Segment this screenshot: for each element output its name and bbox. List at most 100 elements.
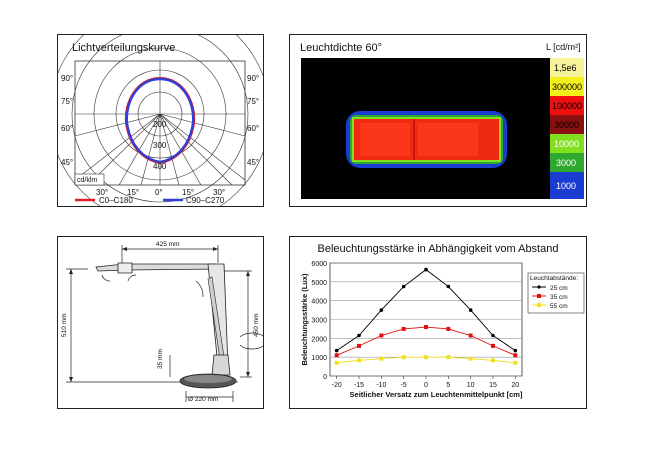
data-point — [424, 325, 428, 330]
scale-label: 1000 — [556, 181, 576, 191]
right-angle-label: 75° — [247, 97, 259, 106]
right-height-dimension: 450 mm — [253, 314, 260, 337]
data-point — [401, 326, 406, 331]
x-tick-label: 20 — [511, 382, 519, 389]
right-angle-label: 60° — [247, 124, 259, 133]
y-tick-label: 3000 — [311, 318, 327, 325]
legend-c90-c270: C90–C270 — [186, 196, 225, 205]
data-point — [334, 353, 339, 358]
data-point — [490, 343, 495, 348]
scale-label: 10000 — [554, 139, 579, 149]
color-scale: 1,5e6 300000 100000 30000 10000 3000 100… — [550, 58, 584, 199]
bottom-angle-label: 30° — [96, 188, 108, 197]
data-point — [446, 326, 451, 331]
data-point — [468, 356, 473, 361]
bottom-angle-label: 15° — [182, 188, 194, 197]
data-point — [468, 308, 473, 312]
y-tick-label: 1000 — [311, 355, 327, 362]
data-point — [334, 360, 339, 365]
y-axis-label: Beleuchtungsstärke (Lux) — [300, 273, 309, 366]
polar-angle-labels: 90° 75° 60° 45° 90° 75° 60° 45° 30° 15° … — [61, 74, 259, 197]
legend-marker — [537, 294, 541, 298]
radial-label: 400 — [153, 162, 167, 171]
scale-label: 1,5e6 — [554, 63, 577, 73]
right-angle-label: 45° — [247, 158, 259, 167]
base-height-dimension: 35 mm — [157, 349, 164, 369]
data-point — [334, 348, 339, 353]
x-tick-label: 5 — [446, 382, 450, 389]
data-point — [513, 360, 518, 365]
data-point — [468, 333, 473, 338]
left-height-dimension: 510 mm — [61, 314, 68, 337]
x-tick-label: -5 — [401, 382, 407, 389]
bottom-angle-label: 15° — [127, 188, 139, 197]
base-diameter-dimension: Ø 220 mm — [188, 396, 218, 403]
legend-c0-c180: C0–C180 — [99, 196, 133, 205]
data-point — [379, 308, 384, 312]
x-tick-label: -10 — [376, 382, 386, 389]
left-angle-label: 45° — [61, 158, 73, 167]
legend-entry: 25 cm — [550, 285, 568, 292]
left-angle-label: 75° — [61, 97, 73, 106]
data-point — [446, 355, 451, 360]
lamp-dimension-drawing: 425 mm 510 mm 450 mm 35 mm Ø 220 mm — [61, 241, 263, 403]
x-axis-label: Seitlicher Versatz zum Leuchtenmittelpun… — [350, 390, 523, 399]
luminance-panel: Leuchtdichte 60° L [cd/m²] 1,5e6 300000 … — [289, 34, 587, 207]
data-point — [491, 333, 495, 338]
bottom-angle-label: 0° — [155, 188, 163, 197]
data-point — [401, 355, 406, 360]
radial-label: 300 — [153, 141, 167, 150]
radial-label: 200 — [153, 120, 167, 129]
left-angle-label: 90° — [61, 74, 73, 83]
right-angle-label: 90° — [247, 74, 259, 83]
light-distribution-title: Lichtverteilungskurve — [72, 42, 176, 54]
polar-diagram: 90° 75° 60° 45° 90° 75° 60° 45° 30° 15° … — [58, 35, 263, 206]
luminance-title: Leuchtdichte 60° — [300, 42, 383, 54]
scale-label: 30000 — [554, 120, 579, 130]
scale-label: 100000 — [552, 101, 582, 111]
dimension-panel: 425 mm 510 mm 450 mm 35 mm Ø 220 mm — [57, 236, 264, 409]
width-dimension: 425 mm — [156, 241, 179, 248]
legend-title: Leuchtabstände: — [530, 275, 578, 282]
data-point — [357, 343, 362, 348]
y-tick-label: 2000 — [311, 336, 327, 343]
data-point — [446, 284, 451, 289]
x-tick-label: 15 — [489, 382, 497, 389]
scale-label: 300000 — [552, 82, 582, 92]
data-point — [401, 284, 406, 289]
data-point — [424, 355, 428, 360]
y-tick-label: 6000 — [311, 261, 327, 268]
legend-marker — [537, 285, 541, 289]
left-angle-label: 60° — [61, 124, 73, 133]
legend-marker — [537, 303, 541, 307]
illuminance-line-chart: 0 1000 2000 3000 4000 5000 6000 -20 -15 -10 -5 0 5 10… — [300, 261, 585, 399]
x-tick-label: -20 — [332, 382, 342, 389]
illuminance-panel: Beleuchtungsstärke in Abhängigkeit vom A… — [289, 236, 587, 409]
data-point — [513, 348, 518, 353]
x-tick-label: 0 — [424, 382, 428, 389]
curve-c90-c270 — [125, 77, 195, 164]
y-tick-label: 0 — [323, 374, 327, 381]
legend-entry: 35 cm — [550, 294, 568, 301]
legend-entry: 55 cm — [550, 303, 568, 310]
luminance-heatmap: 1,5e6 300000 100000 30000 10000 3000 100… — [301, 58, 584, 199]
data-point — [490, 358, 495, 363]
y-tick-label: 5000 — [311, 280, 327, 287]
data-point — [379, 333, 384, 338]
lamp-outline — [95, 262, 237, 389]
bottom-angle-label: 30° — [213, 188, 225, 197]
x-tick-label: -15 — [354, 382, 364, 389]
light-distribution-panel: Lichtverteilungskurve 90° 75° — [57, 34, 264, 207]
luminance-unit: L [cd/m²] — [546, 42, 581, 52]
data-point — [357, 358, 362, 363]
data-point — [513, 353, 518, 358]
polar-unit-label: cd/klm — [77, 177, 97, 184]
y-tick-label: 4000 — [311, 299, 327, 306]
data-point — [379, 356, 384, 361]
x-tick-label: 10 — [467, 382, 475, 389]
polar-legend: C0–C180 C90–C270 — [75, 196, 225, 205]
scale-label: 3000 — [556, 158, 576, 168]
chart-title: Beleuchtungsstärke in Abhängigkeit vom A… — [317, 243, 559, 255]
data-point — [424, 267, 428, 272]
data-point — [357, 333, 361, 338]
